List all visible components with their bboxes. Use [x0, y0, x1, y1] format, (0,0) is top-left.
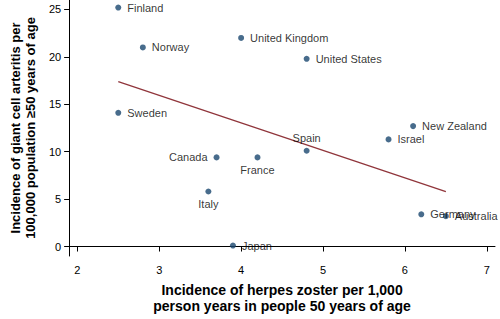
svg-text:20: 20	[49, 51, 61, 63]
svg-text:Australia: Australia	[455, 210, 499, 222]
svg-text:3: 3	[156, 264, 162, 276]
svg-text:10: 10	[49, 146, 61, 158]
svg-text:Norway: Norway	[152, 41, 190, 53]
svg-text:United States: United States	[316, 53, 383, 65]
svg-text:Incidence of herpes zoster per: Incidence of herpes zoster per 1,000	[161, 282, 402, 298]
svg-text:Sweden: Sweden	[127, 107, 167, 119]
svg-text:2: 2	[74, 264, 80, 276]
svg-text:100,000 population ≥50 years o: 100,000 population ≥50 years of age	[23, 17, 38, 239]
svg-text:person years in people 50 year: person years in people 50 years of age	[153, 298, 411, 314]
svg-text:Canada: Canada	[169, 151, 208, 163]
svg-text:France: France	[240, 164, 274, 176]
svg-text:Japan: Japan	[242, 240, 272, 252]
svg-text:Italy: Italy	[198, 198, 219, 210]
svg-text:Spain: Spain	[293, 132, 321, 144]
svg-text:Germany: Germany	[430, 208, 476, 221]
svg-text:25: 25	[49, 3, 61, 15]
svg-text:7: 7	[484, 264, 490, 276]
svg-text:United Kingdom: United Kingdom	[250, 32, 328, 44]
svg-text:New Zealand: New Zealand	[422, 120, 487, 132]
svg-text:Incidence of giant cell arteri: Incidence of giant cell arteritis per	[8, 23, 23, 234]
svg-text:5: 5	[320, 264, 326, 276]
svg-text:15: 15	[49, 98, 61, 110]
svg-text:6: 6	[402, 264, 408, 276]
svg-text:Israel: Israel	[398, 133, 425, 145]
svg-text:0: 0	[55, 241, 61, 253]
svg-text:5: 5	[55, 193, 61, 205]
svg-text:4: 4	[238, 264, 244, 276]
svg-text:Finland: Finland	[127, 2, 163, 14]
